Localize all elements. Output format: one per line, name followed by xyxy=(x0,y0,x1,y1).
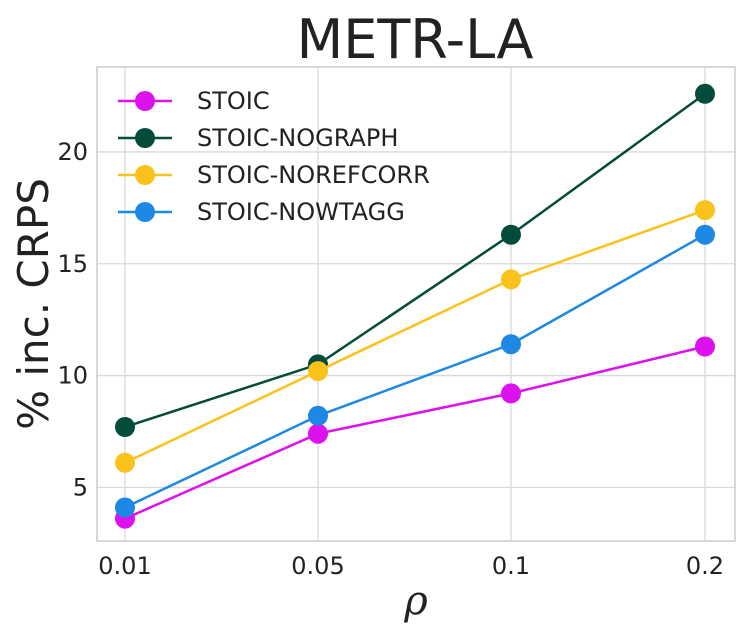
series-line xyxy=(124,92,706,429)
data-point xyxy=(115,417,135,437)
series xyxy=(115,224,715,518)
x-tick-label: 0.1 xyxy=(492,552,530,580)
y-tick-label: 10 xyxy=(57,362,88,390)
legend-label: STOIC xyxy=(197,87,270,115)
legend-label: STOIC-NOWTAGG xyxy=(197,198,405,226)
legend-item: STOIC-NOREFCORR xyxy=(118,161,430,189)
legend-marker xyxy=(135,165,155,185)
data-point xyxy=(115,497,135,518)
x-tick-label: 0.01 xyxy=(98,552,151,580)
series-line xyxy=(124,345,706,520)
legend-marker xyxy=(135,91,155,111)
legend-label: STOIC-NOREFCORR xyxy=(197,161,430,189)
legend: STOIC STOIC-NOGRAPH STOIC-NOREFCORR STOIC-N… xyxy=(118,87,430,226)
data-point xyxy=(115,452,135,473)
data-point xyxy=(695,200,715,221)
series-line xyxy=(124,208,706,464)
data-point xyxy=(308,423,328,444)
data-point xyxy=(501,383,521,404)
legend-marker xyxy=(135,128,155,148)
chart-title: METR-LA xyxy=(297,8,534,71)
data-point xyxy=(308,405,328,426)
series-layer xyxy=(115,83,715,529)
x-tick-label: 0.2 xyxy=(686,552,724,580)
legend-item: STOIC xyxy=(118,87,270,115)
x-axis-label: ρ xyxy=(403,578,428,624)
grid xyxy=(97,67,735,541)
series xyxy=(115,83,715,437)
tick-labels: 0.01 0.05 0.1 0.2 5 10 15 20 xyxy=(57,138,724,580)
x-tick-label: 0.05 xyxy=(291,552,344,580)
legend-label: STOIC-NOGRAPH xyxy=(197,124,398,152)
y-tick-label: 15 xyxy=(57,250,88,278)
data-point xyxy=(308,361,328,382)
y-tick-label: 5 xyxy=(73,473,88,501)
legend-marker xyxy=(135,202,155,222)
data-point xyxy=(695,83,715,104)
data-point xyxy=(501,224,521,245)
data-point xyxy=(695,336,715,357)
series xyxy=(115,200,715,473)
series xyxy=(115,336,715,529)
data-point xyxy=(501,334,521,355)
legend-item: STOIC-NOGRAPH xyxy=(118,124,398,152)
data-point xyxy=(695,224,715,245)
y-tick-label: 20 xyxy=(57,138,88,166)
plot-frame xyxy=(96,66,736,542)
y-axis-label: % inc. CRPS xyxy=(9,178,58,430)
legend-item: STOIC-NOWTAGG xyxy=(118,198,405,226)
series-line xyxy=(124,233,706,509)
data-point xyxy=(501,269,521,290)
